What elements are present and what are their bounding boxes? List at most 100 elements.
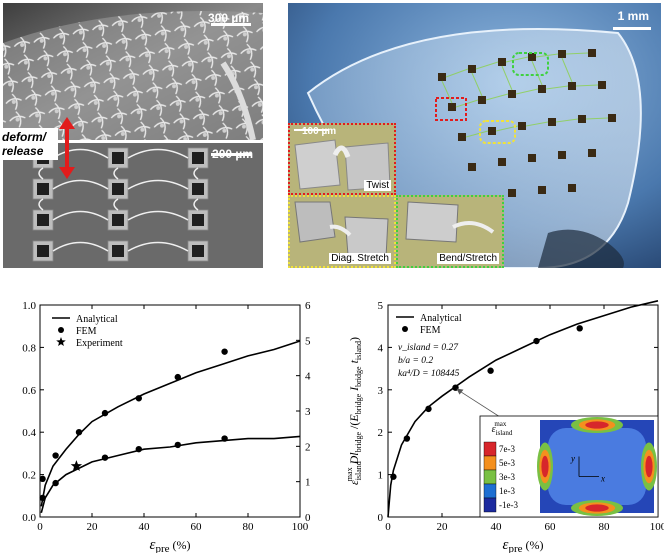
fem-point [52,479,59,487]
y-tick-label: 2 [378,427,384,439]
fem-point [135,395,142,402]
x-tick-label: 40 [491,521,503,533]
sem-micrograph-top: 300 µm [3,3,263,140]
y-tick-label: 4 [378,342,384,354]
fem-point [221,348,228,355]
series-line-0 [40,340,301,507]
x-tick-label: 100 [292,521,309,533]
series-line-2 [40,435,301,514]
y-tick-label-right: 5 [305,335,311,347]
y-tick-label: 3 [378,385,384,397]
y-tick-label-left: 0.6 [22,385,36,397]
x-tick-label: 0 [385,521,391,533]
inset-legend-title: εislandmax [492,420,513,437]
x-tick-label: 100 [650,521,664,533]
inset-axis-y-label: y [570,454,575,464]
series-line-0 [387,300,659,518]
colorbar-swatch [483,441,497,457]
colorbar-label: 3e-3 [499,472,515,482]
fem-point [75,429,83,436]
y-tick-label-right: 1 [305,477,311,489]
y-tick-label-left: 0.0 [22,512,36,524]
y-tick-label-right: 4 [305,371,311,383]
fem-point [52,452,59,459]
y-tick-label-left: 0.4 [22,427,36,439]
colorbar-swatch [483,469,497,485]
param-text: ka⁴/D = 108445 [398,369,460,379]
x-tick-label: 80 [243,521,255,533]
param-text: ν_island = 0.27 [398,343,459,353]
x-axis-label: εpre (%) [150,537,191,553]
y-tick-label: 0 [378,512,384,524]
inset-bend-label: Bend/Stretch [437,253,499,264]
chart-right: 0 20 40 60 80 100 0 1 2 3 4 5 εpre (%) εislandmaxDlbr… [345,300,664,553]
fem-point [425,405,432,413]
legend-dot-fem [402,326,408,332]
x-tick-label: 60 [545,521,557,533]
x-tick-label: 20 [437,521,449,533]
y-tick-label-right: 0 [305,512,311,524]
inset-diag-stretch: Diag. Stretch [288,195,396,268]
y-tick-label-right: 2 [305,441,311,453]
contour-inner [548,428,646,505]
inset-diag-label: Diag. Stretch [329,253,391,264]
inset-twist-scalebar-label: 100 µm [302,126,337,137]
y-tick-label-right: 6 [305,300,311,312]
colorbar-swatch [483,483,497,499]
fem-point [174,373,181,381]
x-tick-label: 0 [37,521,43,533]
experiment-point [70,460,83,471]
legend-label-analytical: Analytical [76,314,118,325]
x-tick-label: 80 [599,521,611,533]
sem-top-scalebar-label: 300 µm [208,11,249,25]
x-tick-label: 60 [191,521,203,533]
colorbar-label: 1e-3 [499,486,515,496]
fem-point [39,475,46,483]
fem-point [135,445,142,453]
deform-label-line1: deform/ [2,130,47,144]
y-tick-label-left: 0.8 [22,342,36,354]
inset-twist: 100 µm Twist [288,123,396,195]
y-tick-label-left: 0.2 [22,470,36,482]
sem-top-drawing [3,3,263,140]
contour-band-red [585,504,609,512]
legend-label-fem: FEM [420,325,441,336]
fem-point [174,441,181,449]
y-tick-label: 1 [378,470,384,482]
legend-label-analytical: Analytical [420,313,462,324]
annotation-arrow-head [456,388,464,395]
x-axis-label: εpre (%) [503,537,544,553]
legend-label-fem: FEM [76,326,97,337]
param-text: b/a = 0.2 [398,356,433,366]
colorbar-label: 7e-3 [499,444,515,454]
colorbar-swatch [483,455,497,471]
fem-point [576,325,583,332]
legend-star-experiment [56,337,66,346]
fem-point [39,494,46,502]
photo-scalebar-label: 1 mm [617,9,649,23]
colorbar-swatch [483,497,497,513]
colorbar-label: 5e-3 [499,458,515,468]
y-tick-label: 5 [378,300,384,312]
inset-twist-label: Twist [364,180,391,191]
fem-point [390,473,397,480]
inset-axis-x-label: x [600,474,605,484]
chart-left: 0 20 40 60 80 100 0.0 0.2 0.4 0.6 0.8 1.0 0 1 2 3 4 5 6 εpr… [22,300,311,553]
fem-point [101,454,109,461]
fem-point [403,435,411,442]
fem-point [487,367,494,374]
legend-dot-fem [58,327,64,333]
y-tick-label-right: 3 [305,406,311,418]
contour-band-red [541,455,549,478]
fem-point [533,337,540,345]
sem-micrograph-bottom: 200 µm [3,143,263,268]
legend-label-experiment: Experiment [76,338,123,349]
double-arrow-icon [59,117,75,179]
inset-bend-stretch: Bend/Stretch [396,195,504,268]
deform-release-label: deform/ release [0,128,58,160]
deform-label-line2: release [2,144,44,158]
sem-bottom-scalebar-label: 200 µm [212,147,253,161]
fem-point [221,435,228,442]
fem-point [101,409,109,417]
y-tick-label-left: 1.0 [22,300,36,312]
